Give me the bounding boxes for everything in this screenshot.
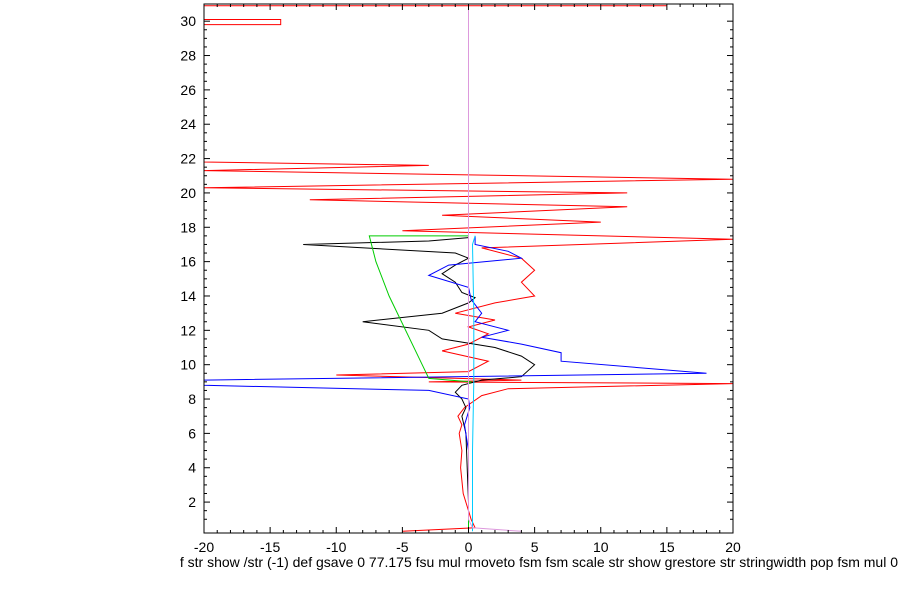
y-tick-label: 16: [180, 254, 196, 270]
y-tick-label: 2: [188, 494, 196, 510]
x-tick-label: 5: [531, 539, 539, 555]
y-tick-label: 18: [180, 219, 196, 235]
x-tick-label: 20: [725, 539, 741, 555]
x-tick-label: -20: [194, 539, 214, 555]
series-line-3: [203, 235, 707, 530]
x-tick-label: -10: [326, 539, 346, 555]
y-tick-label: 10: [180, 357, 196, 373]
y-tick-label: 26: [180, 82, 196, 98]
x-tick-label: -5: [396, 539, 409, 555]
x-tick-label: 15: [659, 539, 675, 555]
series-layer: [203, 4, 734, 532]
y-tick-label: 24: [180, 116, 196, 132]
x-axis: -20 -15 -10 -5 0 5 10 15 20: [194, 4, 741, 555]
series-line-2: [303, 237, 536, 528]
y-tick-label: 22: [180, 151, 196, 167]
y-tick-label: 8: [188, 391, 196, 407]
y-tick-label: 28: [180, 48, 196, 64]
series-line-5: [471, 235, 476, 532]
series-line-4: [368, 235, 473, 528]
y-tick-label: 20: [180, 185, 196, 201]
x-tick-label: -15: [260, 539, 280, 555]
caption: f str show /str (-1) def gsave 0 77.175 …: [180, 554, 898, 570]
y-tick-label: 30: [180, 13, 196, 29]
x-tick-label: 10: [593, 539, 609, 555]
y-tick-label: 12: [180, 322, 196, 338]
y-tick-label: 14: [180, 288, 196, 304]
y-tick-label: 4: [188, 460, 196, 476]
series-line-6: [468, 4, 522, 532]
y-tick-label: 6: [188, 425, 196, 441]
x-tick-label: 0: [465, 539, 473, 555]
